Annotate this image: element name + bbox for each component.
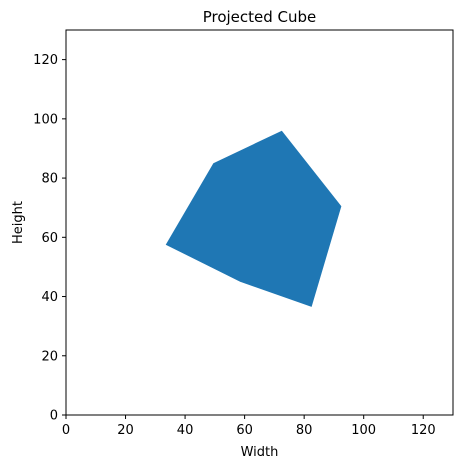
plot-area bbox=[165, 130, 342, 307]
axes-frame bbox=[65, 29, 454, 416]
y-tick-label: 20 bbox=[41, 349, 58, 364]
y-tick-label: 60 bbox=[41, 231, 58, 246]
y-tick-label: 80 bbox=[41, 172, 58, 187]
x-axis-label: Width bbox=[241, 445, 279, 460]
x-tick-label: 40 bbox=[177, 423, 194, 438]
x-axis-ticks: 0 20 40 60 80 100 120 bbox=[62, 415, 436, 438]
chart-title: Projected Cube bbox=[203, 8, 317, 26]
y-axis-label: Height bbox=[11, 201, 26, 244]
x-tick-label: 80 bbox=[296, 423, 313, 438]
x-tick-label: 120 bbox=[411, 423, 436, 438]
y-tick-label: 0 bbox=[50, 409, 58, 424]
x-tick-label: 0 bbox=[62, 423, 70, 438]
x-tick-label: 100 bbox=[351, 423, 376, 438]
y-tick-label: 40 bbox=[41, 290, 58, 305]
x-tick-label: 20 bbox=[117, 423, 134, 438]
y-tick-label: 100 bbox=[33, 112, 58, 127]
y-tick-label: 120 bbox=[33, 53, 58, 68]
y-axis-ticks: 0 20 40 60 80 100 120 bbox=[33, 53, 66, 424]
x-tick-label: 60 bbox=[236, 423, 253, 438]
projected-cube-polygon bbox=[165, 130, 342, 307]
